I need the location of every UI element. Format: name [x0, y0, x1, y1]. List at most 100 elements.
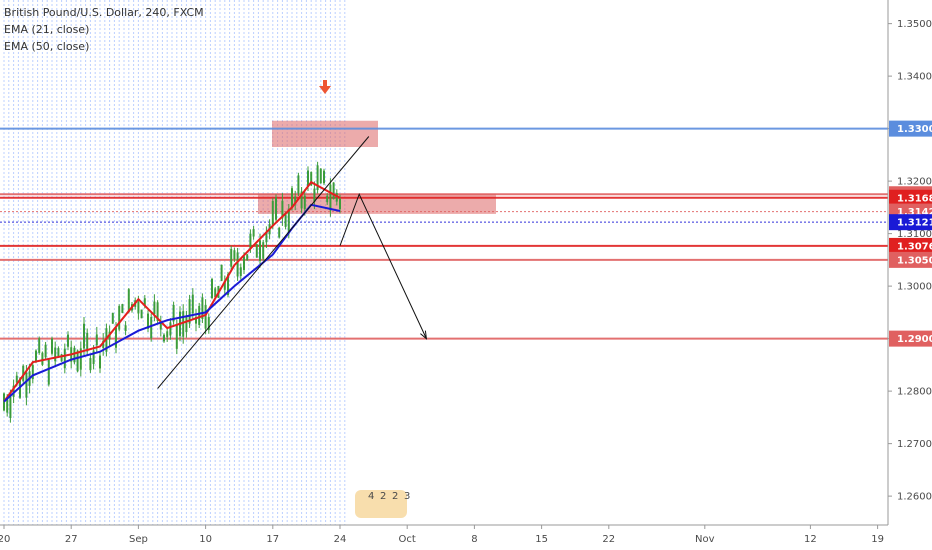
- candle-body: [83, 323, 85, 349]
- candle-body: [291, 188, 293, 209]
- candle-body: [60, 354, 63, 362]
- candle-body: [102, 340, 105, 348]
- candle-body: [172, 304, 175, 322]
- candle-body: [227, 274, 229, 296]
- candle-body: [79, 348, 82, 370]
- candle-body: [111, 312, 114, 324]
- candle-body: [35, 350, 37, 362]
- date-tick-label: 12: [804, 534, 817, 545]
- candle-body: [175, 324, 178, 349]
- candle-body: [278, 227, 281, 238]
- candle-body: [246, 254, 249, 261]
- event-badge-count: 4: [368, 491, 374, 502]
- price-tag-label: 1.30500: [897, 255, 932, 266]
- candle-body: [140, 309, 143, 319]
- candle-body: [262, 242, 265, 259]
- candle-body: [147, 313, 149, 329]
- candle-body: [6, 398, 9, 413]
- price-tick-label: 1.26000: [897, 492, 932, 503]
- date-tick-label: 8: [471, 534, 477, 545]
- zone-rect: [258, 193, 496, 214]
- candle-body: [265, 232, 268, 243]
- chart-legend: British Pound/U.S. Dollar, 240, FXCM EMA…: [4, 4, 204, 55]
- candle-body: [332, 182, 335, 200]
- candle-body: [275, 197, 277, 220]
- candle-body: [239, 267, 242, 276]
- ema21-line: [3, 180, 341, 403]
- candle-body: [207, 317, 210, 331]
- price-tag-bg: [889, 237, 932, 254]
- candle-body: [22, 365, 25, 382]
- date-tick-label: 15: [535, 534, 548, 545]
- ema50-legend[interactable]: EMA (50, close): [4, 40, 90, 53]
- candle-body: [287, 208, 290, 234]
- candle-body: [300, 191, 303, 209]
- date-tick-label: 17: [266, 534, 279, 545]
- candle-body: [54, 347, 57, 362]
- candle-body: [255, 244, 258, 258]
- candle-body: [31, 365, 34, 380]
- candle-body: [118, 306, 121, 330]
- price-tag: 1.31218: [889, 214, 932, 231]
- candle-body: [297, 175, 300, 194]
- candle-body: [169, 322, 172, 336]
- candle-body: [243, 256, 245, 270]
- candle-body: [51, 338, 53, 354]
- down-arrow-shaft: [323, 80, 327, 86]
- candle-body: [95, 334, 98, 346]
- candle-body: [252, 229, 255, 237]
- date-tick-label: 20: [0, 534, 10, 545]
- candle-body: [166, 331, 169, 338]
- candle-body: [12, 385, 15, 397]
- candle-body: [185, 316, 188, 333]
- date-tick-label: Oct: [399, 534, 416, 545]
- candle-body: [25, 372, 28, 398]
- down-arrow-icon: [319, 86, 331, 94]
- price-tag-bg: [889, 251, 932, 268]
- event-badge-count: 2: [392, 491, 398, 502]
- event-badge-count: 2: [380, 491, 386, 502]
- date-tick-label: 10: [199, 534, 212, 545]
- candle-body: [163, 334, 165, 342]
- candle-body: [121, 304, 124, 313]
- event-badge-bg: [355, 490, 407, 518]
- date-tick-label: Sep: [129, 534, 148, 545]
- candle-body: [99, 355, 101, 369]
- candle-body: [44, 344, 47, 358]
- candle-body: [281, 200, 284, 219]
- candle-body: [127, 289, 130, 313]
- price-tag-bg: [889, 120, 932, 137]
- candle-body: [115, 327, 117, 348]
- candle-body: [156, 302, 159, 322]
- price-tag-label: 1.31420: [897, 207, 932, 218]
- candle-body: [329, 184, 332, 211]
- candle-body: [9, 394, 12, 419]
- price-tag-bg: [889, 214, 932, 231]
- symbol-title[interactable]: British Pound/U.S. Dollar, 240, FXCM: [4, 6, 204, 19]
- date-tick-label: 27: [65, 534, 78, 545]
- candle-body: [230, 248, 233, 267]
- projection-path: [339, 192, 427, 339]
- candle-body: [188, 299, 191, 324]
- candle-body: [76, 350, 79, 372]
- price-tag-bg: [889, 330, 932, 347]
- candle-body: [57, 348, 60, 357]
- candle-body: [310, 172, 313, 186]
- price-tag: 1.29000: [889, 330, 932, 347]
- candle-body: [137, 302, 140, 314]
- candle-body: [159, 322, 162, 330]
- price-tag: 1.30500: [889, 251, 932, 268]
- candle-body: [73, 347, 76, 363]
- candle-body: [339, 198, 341, 210]
- ema21-legend[interactable]: EMA (21, close): [4, 23, 90, 36]
- candle-body: [211, 278, 213, 299]
- candle-body: [15, 375, 18, 383]
- candle-body: [307, 170, 309, 187]
- price-tag-label: 1.33000: [897, 124, 932, 135]
- price-tick-label: 1.35000: [897, 19, 932, 30]
- candle-body: [41, 352, 44, 365]
- date-tick-label: 24: [334, 534, 347, 545]
- candle-body: [3, 393, 5, 411]
- candle-body: [153, 301, 156, 314]
